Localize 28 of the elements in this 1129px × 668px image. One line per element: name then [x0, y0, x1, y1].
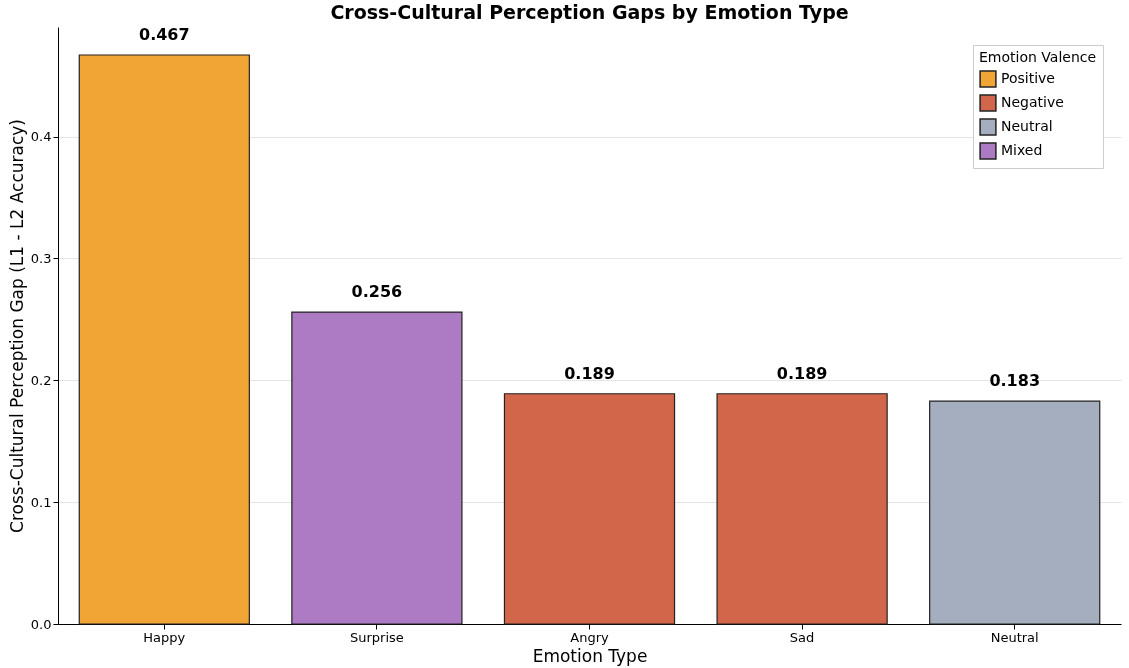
data-label: 0.189 — [564, 363, 615, 383]
bar — [503, 393, 676, 625]
legend-label: Positive — [1001, 70, 1055, 86]
y-tick-label: 0.3 — [30, 250, 52, 266]
y-tick-label: 0.0 — [30, 616, 52, 632]
bar — [716, 393, 888, 625]
x-axis-title: Emotion Type — [532, 645, 648, 666]
legend-label: Neutral — [1001, 118, 1053, 134]
x-tick-label: Happy — [143, 629, 186, 645]
y-tick-label: 0.1 — [30, 494, 52, 510]
bar — [929, 400, 1101, 625]
x-tick-label: Angry — [570, 629, 610, 645]
data-label: 0.183 — [989, 371, 1040, 391]
x-tick-label: Sad — [789, 629, 815, 645]
x-tick-label: Surprise — [349, 629, 404, 645]
y-tick-label: 0.2 — [30, 372, 52, 388]
data-label: 0.256 — [351, 282, 403, 302]
chart-title: Cross-Cultural Perception Gaps by Emotion Type — [330, 1, 849, 23]
legend-title: Emotion Valence — [979, 49, 1097, 65]
legend-label: Negative — [1001, 94, 1064, 110]
bar — [291, 311, 463, 625]
y-tick-label: 0.4 — [30, 129, 52, 145]
x-tick-label: Neutral — [990, 629, 1039, 645]
y-axis-title: Cross-Cultural Perception Gap (L1 - L2 Accuracy) — [6, 119, 27, 533]
legend-label: Mixed — [1001, 142, 1043, 158]
bar — [78, 54, 250, 625]
data-label: 0.467 — [139, 25, 190, 45]
data-label: 0.189 — [776, 363, 828, 383]
